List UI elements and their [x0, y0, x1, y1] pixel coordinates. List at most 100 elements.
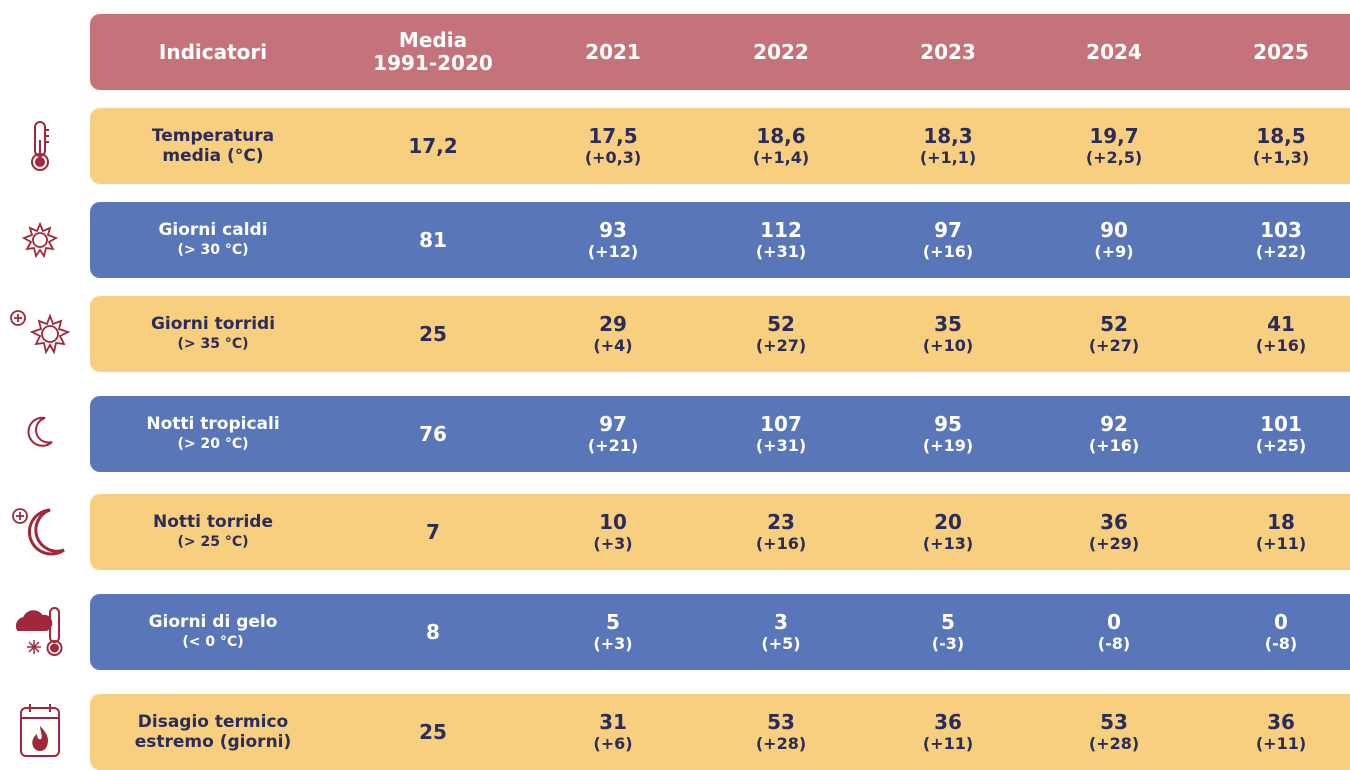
- hot-sun-icon: [0, 306, 80, 358]
- year-value: 112: [760, 217, 802, 242]
- data-row: Notti tropicali (> 20 °C) 76 97 (+21) 107 (+31…: [90, 396, 1350, 472]
- indicator-label: Notti torride (> 25 °C): [153, 494, 273, 570]
- label-line: Disagio termico: [137, 712, 289, 732]
- calendar-fire-icon: [0, 702, 80, 758]
- media-cell: 76: [419, 421, 447, 446]
- year-cell: 103 (+22): [1256, 202, 1306, 278]
- year-value: 20: [934, 509, 962, 534]
- year-value: 90: [1100, 217, 1128, 242]
- year-delta: (-3): [931, 633, 965, 653]
- media-cell: 25: [419, 719, 447, 744]
- year-delta: (+6): [593, 733, 633, 753]
- year-cell: 20 (+13): [923, 494, 973, 570]
- year-cell: 18,5 (+1,3): [1253, 108, 1309, 184]
- year-delta: (+16): [922, 241, 974, 261]
- year-delta: (+11): [1255, 533, 1307, 553]
- year-cell: 35 (+10): [923, 296, 973, 372]
- year-value: 18,3: [923, 123, 973, 148]
- year-delta: (-8): [1097, 633, 1131, 653]
- indicator-label: Giorni caldi (> 30 °C): [158, 202, 267, 278]
- year-delta: (+31): [755, 435, 807, 455]
- year-delta: (+5): [761, 633, 801, 653]
- year-value: 35: [934, 311, 962, 336]
- indicator-label: Notti tropicali (> 20 °C): [146, 396, 279, 472]
- media-cell: 7: [426, 519, 440, 544]
- label-line: (> 20 °C): [177, 436, 249, 452]
- year-cell: 112 (+31): [756, 202, 806, 278]
- year-value: 5: [606, 609, 620, 634]
- header-cell: Media 1991-2020: [373, 14, 493, 90]
- label-line: (> 30 °C): [177, 242, 249, 258]
- year-cell: 29 (+4): [593, 296, 632, 372]
- label-line: Notti torride: [152, 512, 274, 532]
- year-value: 17,5: [588, 123, 638, 148]
- year-value: 23: [767, 509, 795, 534]
- year-delta: (+27): [1088, 335, 1140, 355]
- year-delta: (+1,1): [919, 147, 977, 167]
- year-cell: 97 (+21): [588, 396, 638, 472]
- year-value: 18,5: [1256, 123, 1306, 148]
- moon-icon: [0, 415, 80, 449]
- year-cell: 10 (+3): [593, 494, 632, 570]
- year-delta: (+10): [922, 335, 974, 355]
- frost-icon: [0, 604, 80, 660]
- year-delta: (+11): [1255, 733, 1307, 753]
- header-cell: Indicatori: [159, 14, 267, 90]
- label-line: Giorni di gelo: [148, 612, 278, 632]
- year-value: 41: [1267, 311, 1295, 336]
- thermometer-icon: [0, 120, 80, 172]
- year-delta: (+31): [755, 241, 807, 261]
- year-cell: 97 (+16): [923, 202, 973, 278]
- indicator-label: Giorni di gelo (< 0 °C): [149, 594, 278, 670]
- year-value: 101: [1260, 411, 1302, 436]
- header-text: 2025: [1253, 39, 1309, 64]
- year-delta: (+28): [755, 733, 807, 753]
- label-line: Giorni caldi: [158, 220, 268, 240]
- year-cell: 17,5 (+0,3): [585, 108, 641, 184]
- year-cell: 31 (+6): [593, 694, 632, 770]
- year-delta: (+0,3): [584, 147, 642, 167]
- year-value: 0: [1274, 609, 1288, 634]
- indicator-label: Disagio termico estremo (giorni): [135, 694, 292, 770]
- header-text: Indicatori: [158, 39, 268, 64]
- year-value: 31: [599, 709, 627, 734]
- year-value: 93: [599, 217, 627, 242]
- year-delta: (+16): [1088, 435, 1140, 455]
- year-cell: 0 (-8): [1098, 594, 1130, 670]
- year-value: 36: [1267, 709, 1295, 734]
- year-cell: 36 (+29): [1089, 494, 1139, 570]
- media-cell: 8: [426, 619, 440, 644]
- year-delta: (+21): [587, 435, 639, 455]
- year-cell: 5 (-3): [932, 594, 964, 670]
- year-cell: 93 (+12): [588, 202, 638, 278]
- year-delta: (+22): [1255, 241, 1307, 261]
- year-cell: 92 (+16): [1089, 396, 1139, 472]
- media-cell: 25: [419, 321, 447, 346]
- indicator-label: Temperatura media (°C): [152, 108, 274, 184]
- hot-moon-icon: [0, 504, 80, 560]
- year-delta: (+1,4): [752, 147, 810, 167]
- data-row: Notti torride (> 25 °C) 7 10 (+3) 23 (+16) 20 (+…: [90, 494, 1350, 570]
- year-value: 5: [941, 609, 955, 634]
- year-delta: (+3): [593, 633, 633, 653]
- year-value: 10: [599, 509, 627, 534]
- label-line: media (°C): [162, 146, 264, 166]
- year-cell: 18,6 (+1,4): [753, 108, 809, 184]
- header-cell: 2021: [585, 14, 641, 90]
- year-cell: 36 (+11): [923, 694, 973, 770]
- label-line: (< 0 °C): [182, 634, 244, 650]
- year-cell: 18 (+11): [1256, 494, 1306, 570]
- year-delta: (+29): [1088, 533, 1140, 553]
- year-cell: 53 (+28): [756, 694, 806, 770]
- year-delta: (+12): [587, 241, 639, 261]
- year-value: 107: [760, 411, 802, 436]
- year-cell: 52 (+27): [756, 296, 806, 372]
- label-line: Temperatura: [151, 126, 275, 146]
- year-value: 53: [1100, 709, 1128, 734]
- year-value: 52: [767, 311, 795, 336]
- label-line: estremo (giorni): [134, 732, 292, 752]
- year-value: 3: [774, 609, 788, 634]
- year-delta: (+1,3): [1252, 147, 1310, 167]
- year-value: 97: [934, 217, 962, 242]
